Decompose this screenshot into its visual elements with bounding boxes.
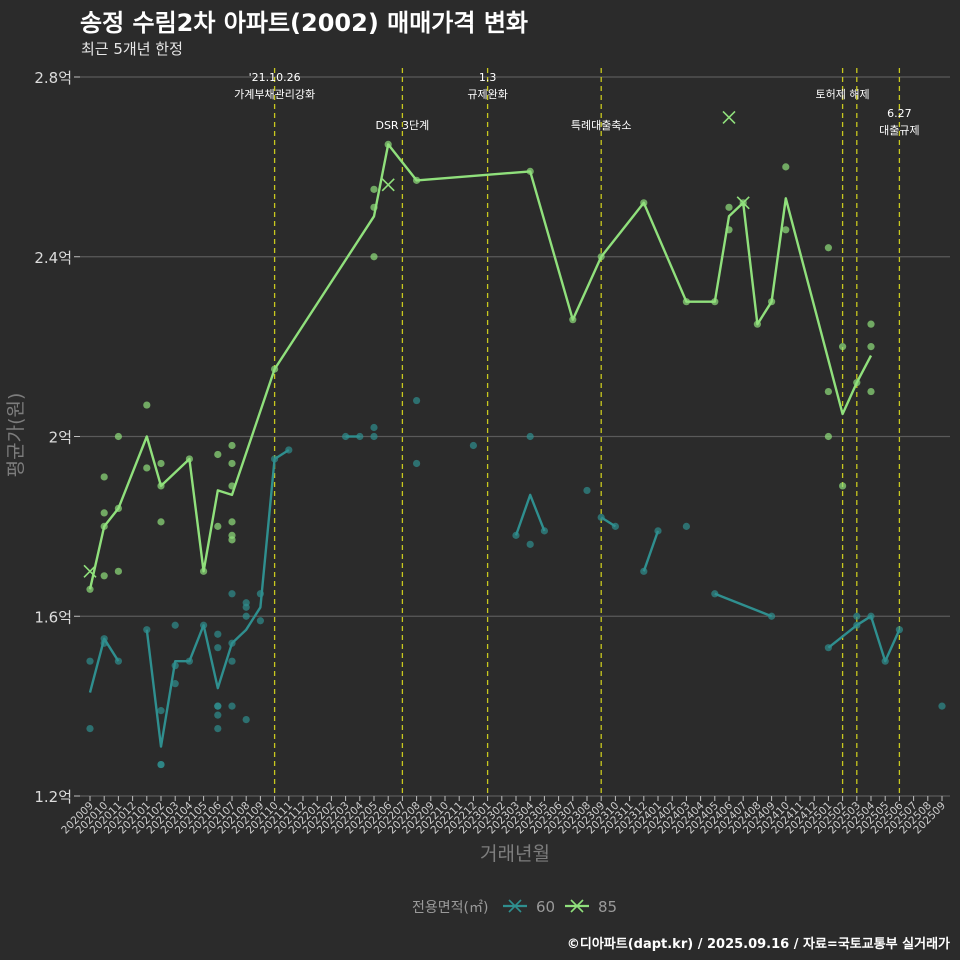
point-85 xyxy=(824,244,833,252)
point-85 xyxy=(100,473,108,481)
series-line-60 xyxy=(714,592,773,618)
event-label: 1.3 규제완화 xyxy=(467,71,507,101)
point-60 xyxy=(469,441,477,450)
x-axis-label: 거래년월 xyxy=(480,843,550,865)
legend-title: 전용면적(㎡) xyxy=(412,900,488,916)
point-85 xyxy=(824,387,833,396)
point-60 xyxy=(413,396,421,405)
event-label: DSR 3단계 xyxy=(375,119,429,132)
point-85 xyxy=(839,482,847,490)
series-line-60 xyxy=(145,448,290,748)
point-85 xyxy=(143,401,151,409)
chart-caption: ©디아파트(dapt.kr) / 2025.09.16 / 자료=국토교통부 실… xyxy=(566,937,950,952)
point-85 xyxy=(228,441,236,450)
legend-label: 60 xyxy=(536,898,555,916)
series-line-85 xyxy=(88,143,873,590)
point-60 xyxy=(214,630,222,638)
point-85 xyxy=(228,536,236,544)
cancelled-marker-85 xyxy=(83,564,97,578)
series-line-60 xyxy=(642,530,660,572)
chart-subtitle: 최근 5개년 한정 xyxy=(81,40,183,58)
event-label: 6.27 대출규제 xyxy=(879,107,919,137)
event-label: '21.10.26 가계부채관리강화 xyxy=(234,71,315,101)
point-60 xyxy=(583,486,591,495)
point-85 xyxy=(143,464,151,472)
point-60 xyxy=(526,432,534,441)
point-60 xyxy=(938,702,946,710)
point-85 xyxy=(214,522,222,530)
point-60 xyxy=(214,702,222,710)
point-85 xyxy=(370,185,378,193)
y-tick-label: 1.2억 xyxy=(34,788,72,806)
point-85 xyxy=(114,567,122,575)
point-60 xyxy=(86,657,94,665)
legend-item-85: 85 xyxy=(565,898,617,916)
point-60 xyxy=(171,621,179,629)
point-85 xyxy=(100,509,108,517)
point-60 xyxy=(853,612,861,620)
point-85 xyxy=(725,203,733,211)
point-85 xyxy=(782,163,790,171)
point-85 xyxy=(214,450,222,459)
cancelled-marker-85 xyxy=(381,178,395,192)
point-60 xyxy=(242,603,250,611)
point-85 xyxy=(157,518,165,526)
point-60 xyxy=(157,707,165,715)
point-60 xyxy=(214,711,222,719)
series-line-60 xyxy=(600,516,617,528)
point-85 xyxy=(370,253,378,261)
point-85 xyxy=(867,343,875,351)
point-85 xyxy=(114,432,122,441)
point-85 xyxy=(782,226,790,234)
point-60 xyxy=(171,680,179,688)
chart-title: 송정 수림2차 아파트(2002) 매매가격 변화 xyxy=(80,9,528,37)
point-85 xyxy=(867,387,875,396)
series-line-60 xyxy=(514,493,546,536)
legend-label: 85 xyxy=(598,898,617,916)
event-label: 토허제 해제 xyxy=(816,87,870,101)
point-60 xyxy=(370,432,378,441)
series-line-60 xyxy=(88,637,120,693)
cancelled-marker-85 xyxy=(722,110,736,125)
y-tick-label: 1.6억 xyxy=(34,608,72,626)
point-85 xyxy=(839,343,847,351)
y-tick-label: 2.4억 xyxy=(34,249,72,267)
cancelled-marker-85 xyxy=(736,196,750,210)
point-85 xyxy=(867,320,875,328)
point-60 xyxy=(228,702,236,710)
point-60 xyxy=(228,590,236,598)
legend-item-60: 60 xyxy=(503,898,555,916)
point-60 xyxy=(256,617,264,625)
y-tick-label: 2억 xyxy=(49,429,72,447)
point-60 xyxy=(242,716,250,724)
point-60 xyxy=(228,657,236,665)
point-85 xyxy=(157,459,165,468)
point-85 xyxy=(228,518,236,526)
event-label: 특례대출축소 xyxy=(571,119,632,132)
point-60 xyxy=(526,540,534,548)
point-60 xyxy=(214,644,222,652)
point-85 xyxy=(100,572,108,580)
point-60 xyxy=(157,760,165,769)
point-60 xyxy=(370,423,378,432)
point-85 xyxy=(228,459,236,468)
point-60 xyxy=(86,724,94,733)
point-60 xyxy=(682,522,691,530)
y-tick-label: 2.8억 xyxy=(34,69,72,87)
point-60 xyxy=(242,612,250,620)
legend: 전용면적(㎡) 60 85 xyxy=(412,898,617,916)
point-60 xyxy=(413,459,421,468)
point-60 xyxy=(214,724,222,733)
series-line-60 xyxy=(827,615,901,663)
y-axis-label: 평균가(원) xyxy=(5,393,27,478)
point-85 xyxy=(824,432,833,441)
